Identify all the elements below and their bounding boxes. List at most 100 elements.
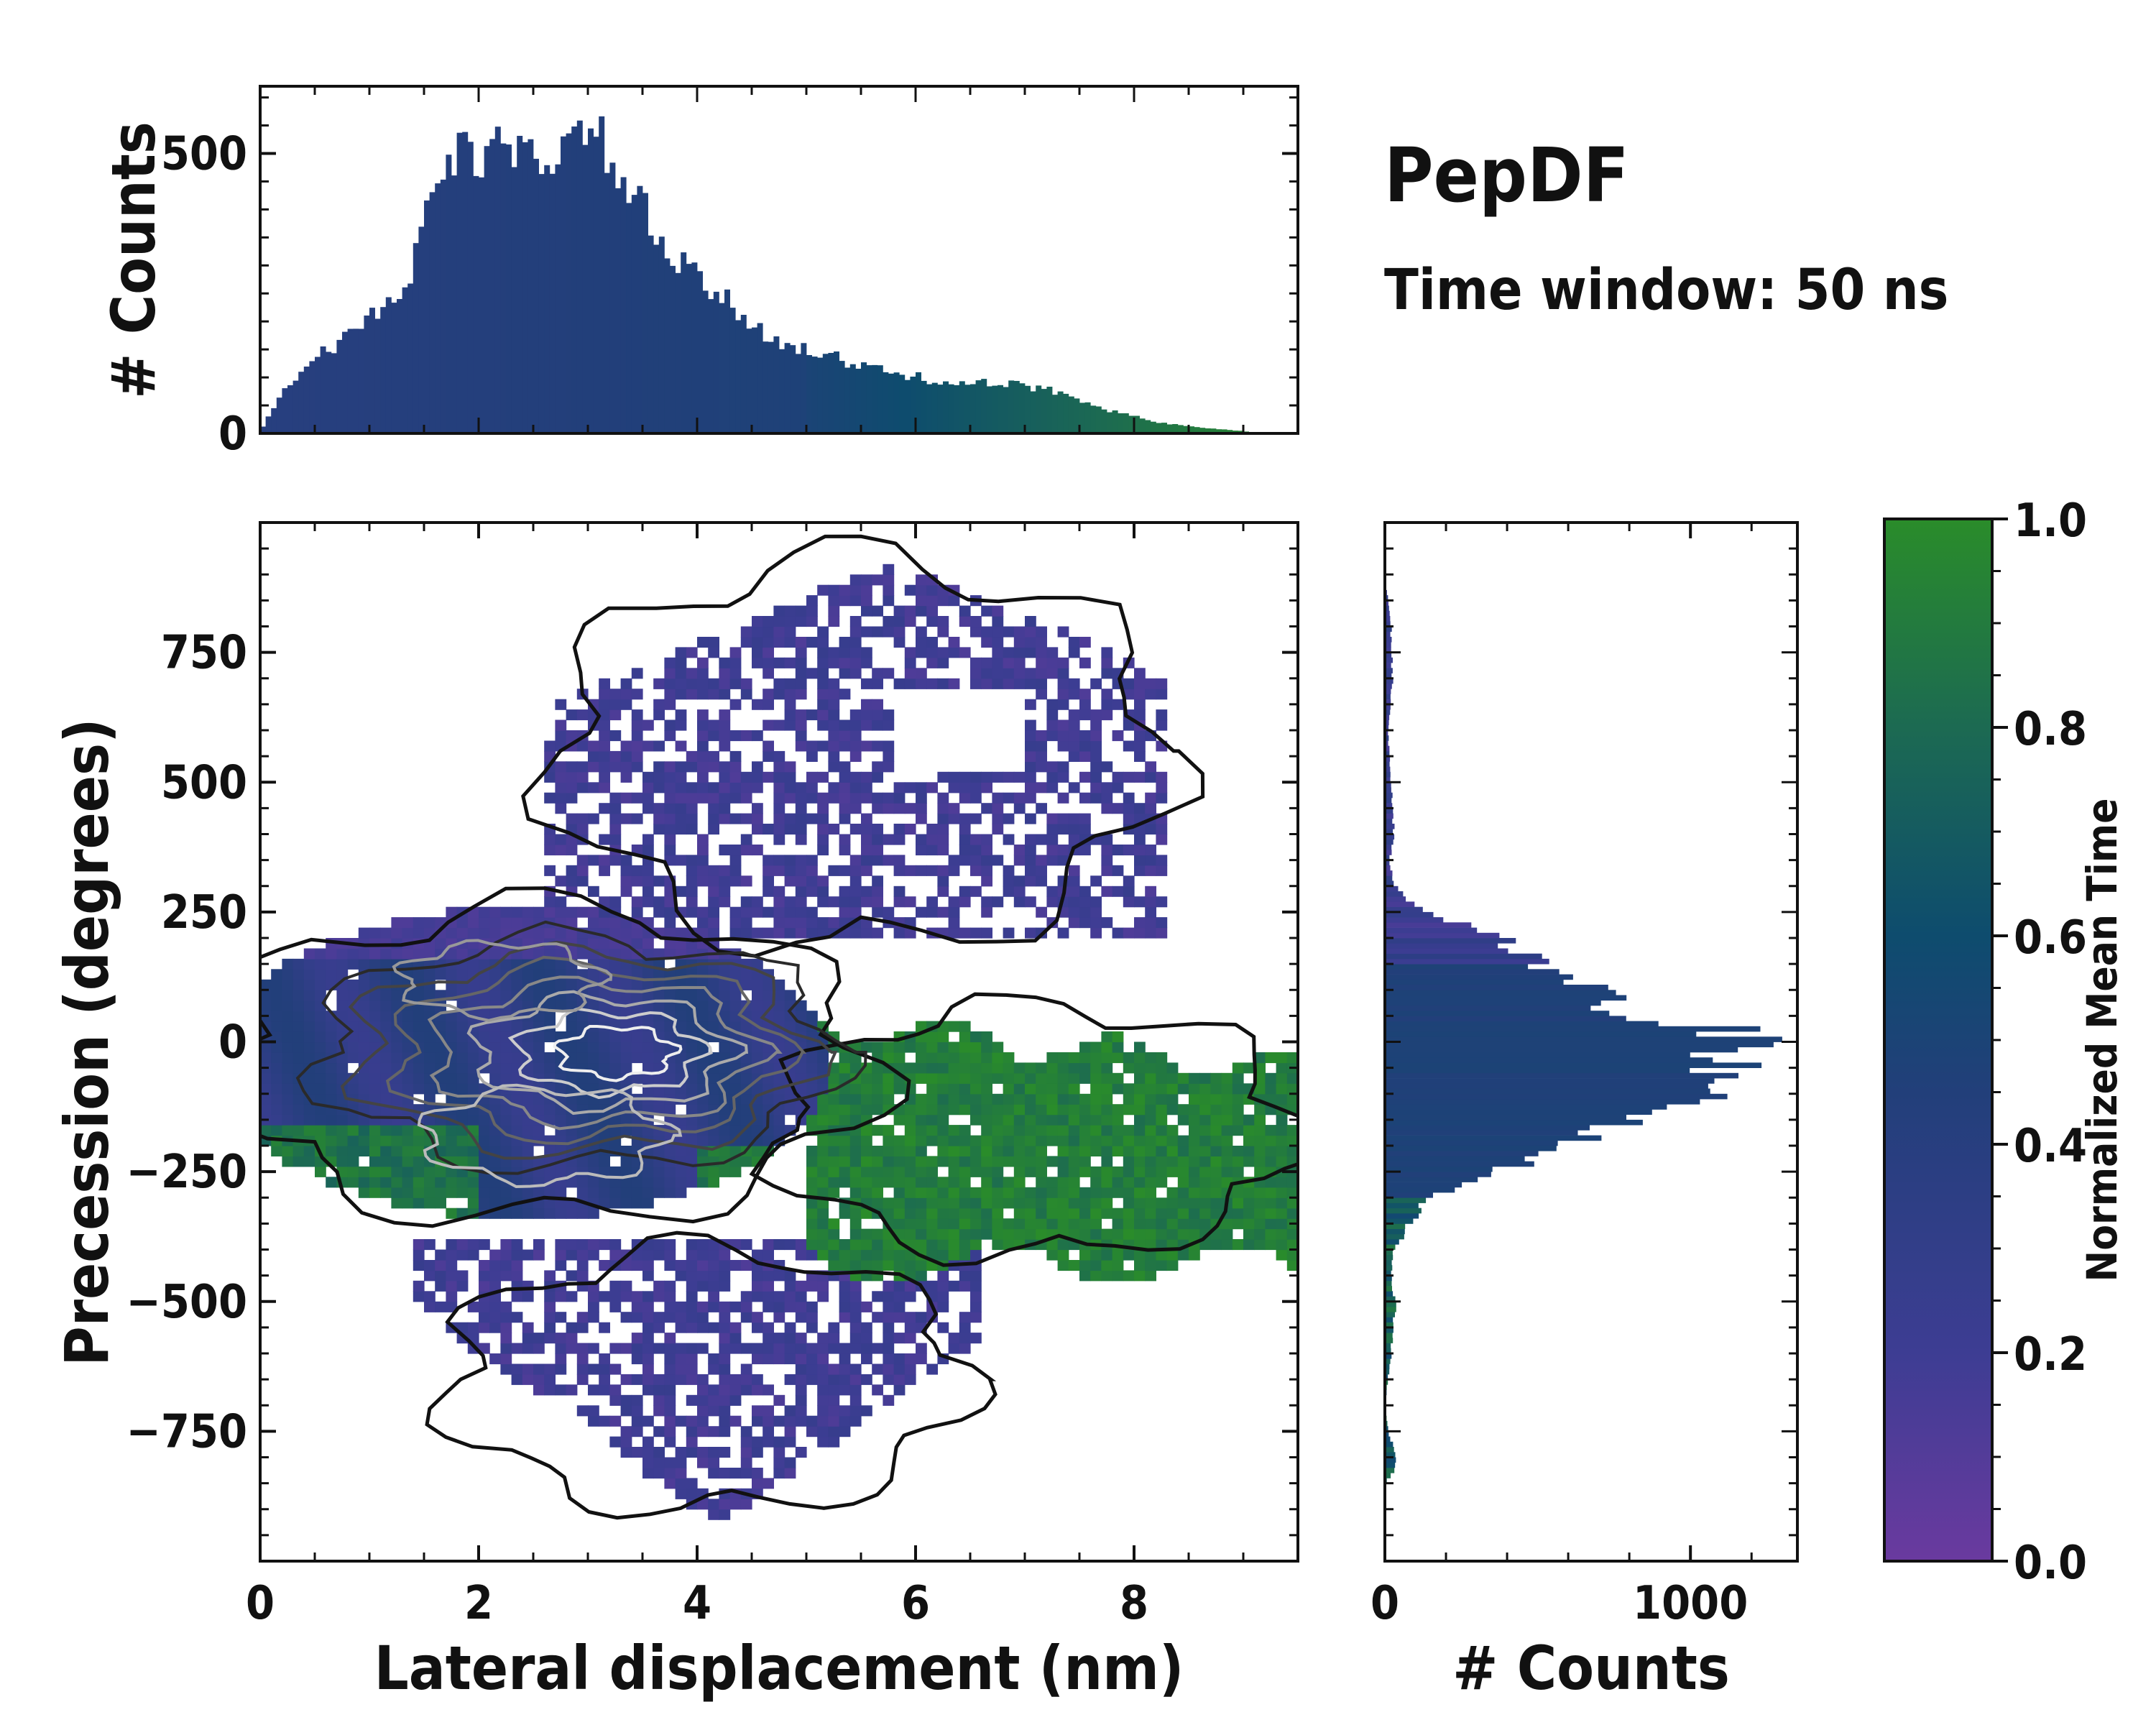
heatmap-cell <box>1025 896 1036 908</box>
heatmap-cell <box>828 1333 840 1344</box>
heatmap-cell <box>806 1249 818 1261</box>
heatmap-cell <box>303 1041 315 1053</box>
heatmap-cell <box>948 917 960 929</box>
heatmap-cell <box>544 1363 556 1375</box>
heatmap-cell <box>926 1072 938 1084</box>
heatmap-cell <box>904 1260 916 1271</box>
heatmap-cell <box>849 1301 862 1312</box>
right-histogram-bar <box>1385 1156 1525 1162</box>
heatmap-cell <box>1177 1114 1189 1126</box>
heatmap-cell <box>872 1093 883 1105</box>
heatmap-cell <box>849 782 862 794</box>
heatmap-cell <box>326 1125 337 1136</box>
heatmap-cell <box>1243 1218 1255 1230</box>
heatmap-cell <box>489 969 501 980</box>
heatmap-cell <box>981 782 992 794</box>
top-histogram-bar <box>1008 380 1015 433</box>
heatmap-cell <box>1025 1208 1036 1219</box>
right-histogram-bar <box>1385 1353 1392 1359</box>
heatmap-cell <box>424 1031 436 1043</box>
heatmap-cell <box>686 1041 698 1053</box>
heatmap-cell <box>1134 927 1146 939</box>
heatmap-cell <box>970 865 982 876</box>
heatmap-cell <box>424 1114 436 1126</box>
heatmap-cell <box>708 647 719 658</box>
heatmap-cell <box>1199 1239 1211 1251</box>
heatmap-cell <box>522 1374 534 1385</box>
heatmap-cell <box>883 626 895 638</box>
heatmap-cell <box>642 1166 654 1177</box>
heatmap-cell <box>872 1197 883 1209</box>
heatmap-cell <box>817 1208 829 1219</box>
heatmap-cell <box>926 906 938 918</box>
heatmap-cell <box>839 1415 851 1427</box>
right-histogram-bar <box>1385 1473 1391 1478</box>
heatmap-cell <box>369 1072 381 1084</box>
heatmap-cell <box>1057 845 1069 856</box>
top-histogram-bar <box>1046 387 1053 433</box>
heatmap-cell <box>446 1177 458 1188</box>
heatmap-cell <box>752 927 763 939</box>
heatmap-cell <box>1036 1083 1047 1095</box>
heatmap-cell <box>1025 855 1036 866</box>
heatmap-cell <box>1276 1156 1288 1167</box>
heatmap-cell <box>380 948 392 960</box>
heatmap-cell <box>675 1468 687 1479</box>
heatmap-cell <box>609 1031 622 1043</box>
heatmap-cell <box>544 1333 556 1344</box>
heatmap-cell <box>631 1187 643 1198</box>
heatmap-cell <box>806 792 818 804</box>
heatmap-cell <box>1166 1166 1179 1177</box>
top-histogram-bar <box>861 362 867 433</box>
heatmap-cell <box>609 1363 622 1375</box>
heatmap-cell <box>555 792 567 804</box>
heatmap-cell <box>1036 782 1047 794</box>
heatmap-cell <box>479 1052 490 1064</box>
heatmap-cell <box>992 1218 1004 1230</box>
heatmap-cell <box>763 637 774 648</box>
heatmap-cell <box>861 1208 872 1219</box>
heatmap-cell <box>784 782 796 794</box>
heatmap-cell <box>588 1239 599 1251</box>
heatmap-cell <box>937 813 949 824</box>
heatmap-cell <box>686 792 698 804</box>
heatmap-cell <box>609 979 622 990</box>
heatmap-cell <box>784 1011 796 1022</box>
heatmap-cell <box>795 657 807 668</box>
heatmap-cell <box>511 1000 523 1011</box>
heatmap-cell <box>1123 1208 1135 1219</box>
heatmap-cell <box>828 1114 840 1126</box>
right-histogram-bar <box>1385 663 1391 668</box>
heatmap-cell <box>511 1363 523 1375</box>
right-histogram-bar <box>1385 911 1434 918</box>
heatmap-cell <box>926 834 938 845</box>
y-tick-label: 750 <box>161 627 247 680</box>
heatmap-cell <box>511 906 523 918</box>
heatmap-cell <box>576 824 589 835</box>
heatmap-cell <box>500 1333 512 1344</box>
top-histogram-bar <box>271 408 277 433</box>
heatmap-cell <box>1036 1093 1047 1105</box>
heatmap-cell <box>588 1363 599 1375</box>
heatmap-cell <box>282 1125 294 1136</box>
heatmap-cell <box>533 1125 545 1136</box>
top-histogram-bar <box>757 323 763 433</box>
heatmap-cell <box>948 1239 960 1251</box>
heatmap-cell <box>893 1374 906 1385</box>
heatmap-cell <box>1090 709 1102 721</box>
heatmap-cell <box>402 927 414 939</box>
heatmap-cell <box>752 1312 763 1323</box>
heatmap-cell <box>609 855 622 866</box>
heatmap-cell <box>1210 1156 1222 1167</box>
top-histogram-bar <box>517 136 523 433</box>
heatmap-cell <box>959 1187 971 1198</box>
right-histogram-bar <box>1385 689 1391 694</box>
heatmap-cell <box>1013 1166 1026 1177</box>
heatmap-cell <box>916 1343 927 1354</box>
right-histogram-bar <box>1385 1000 1601 1006</box>
heatmap-cell <box>282 1062 294 1074</box>
heatmap-cell <box>456 1021 469 1032</box>
heatmap-cell <box>719 886 731 897</box>
heatmap-cell <box>708 1394 719 1406</box>
heatmap-cell <box>697 906 709 918</box>
